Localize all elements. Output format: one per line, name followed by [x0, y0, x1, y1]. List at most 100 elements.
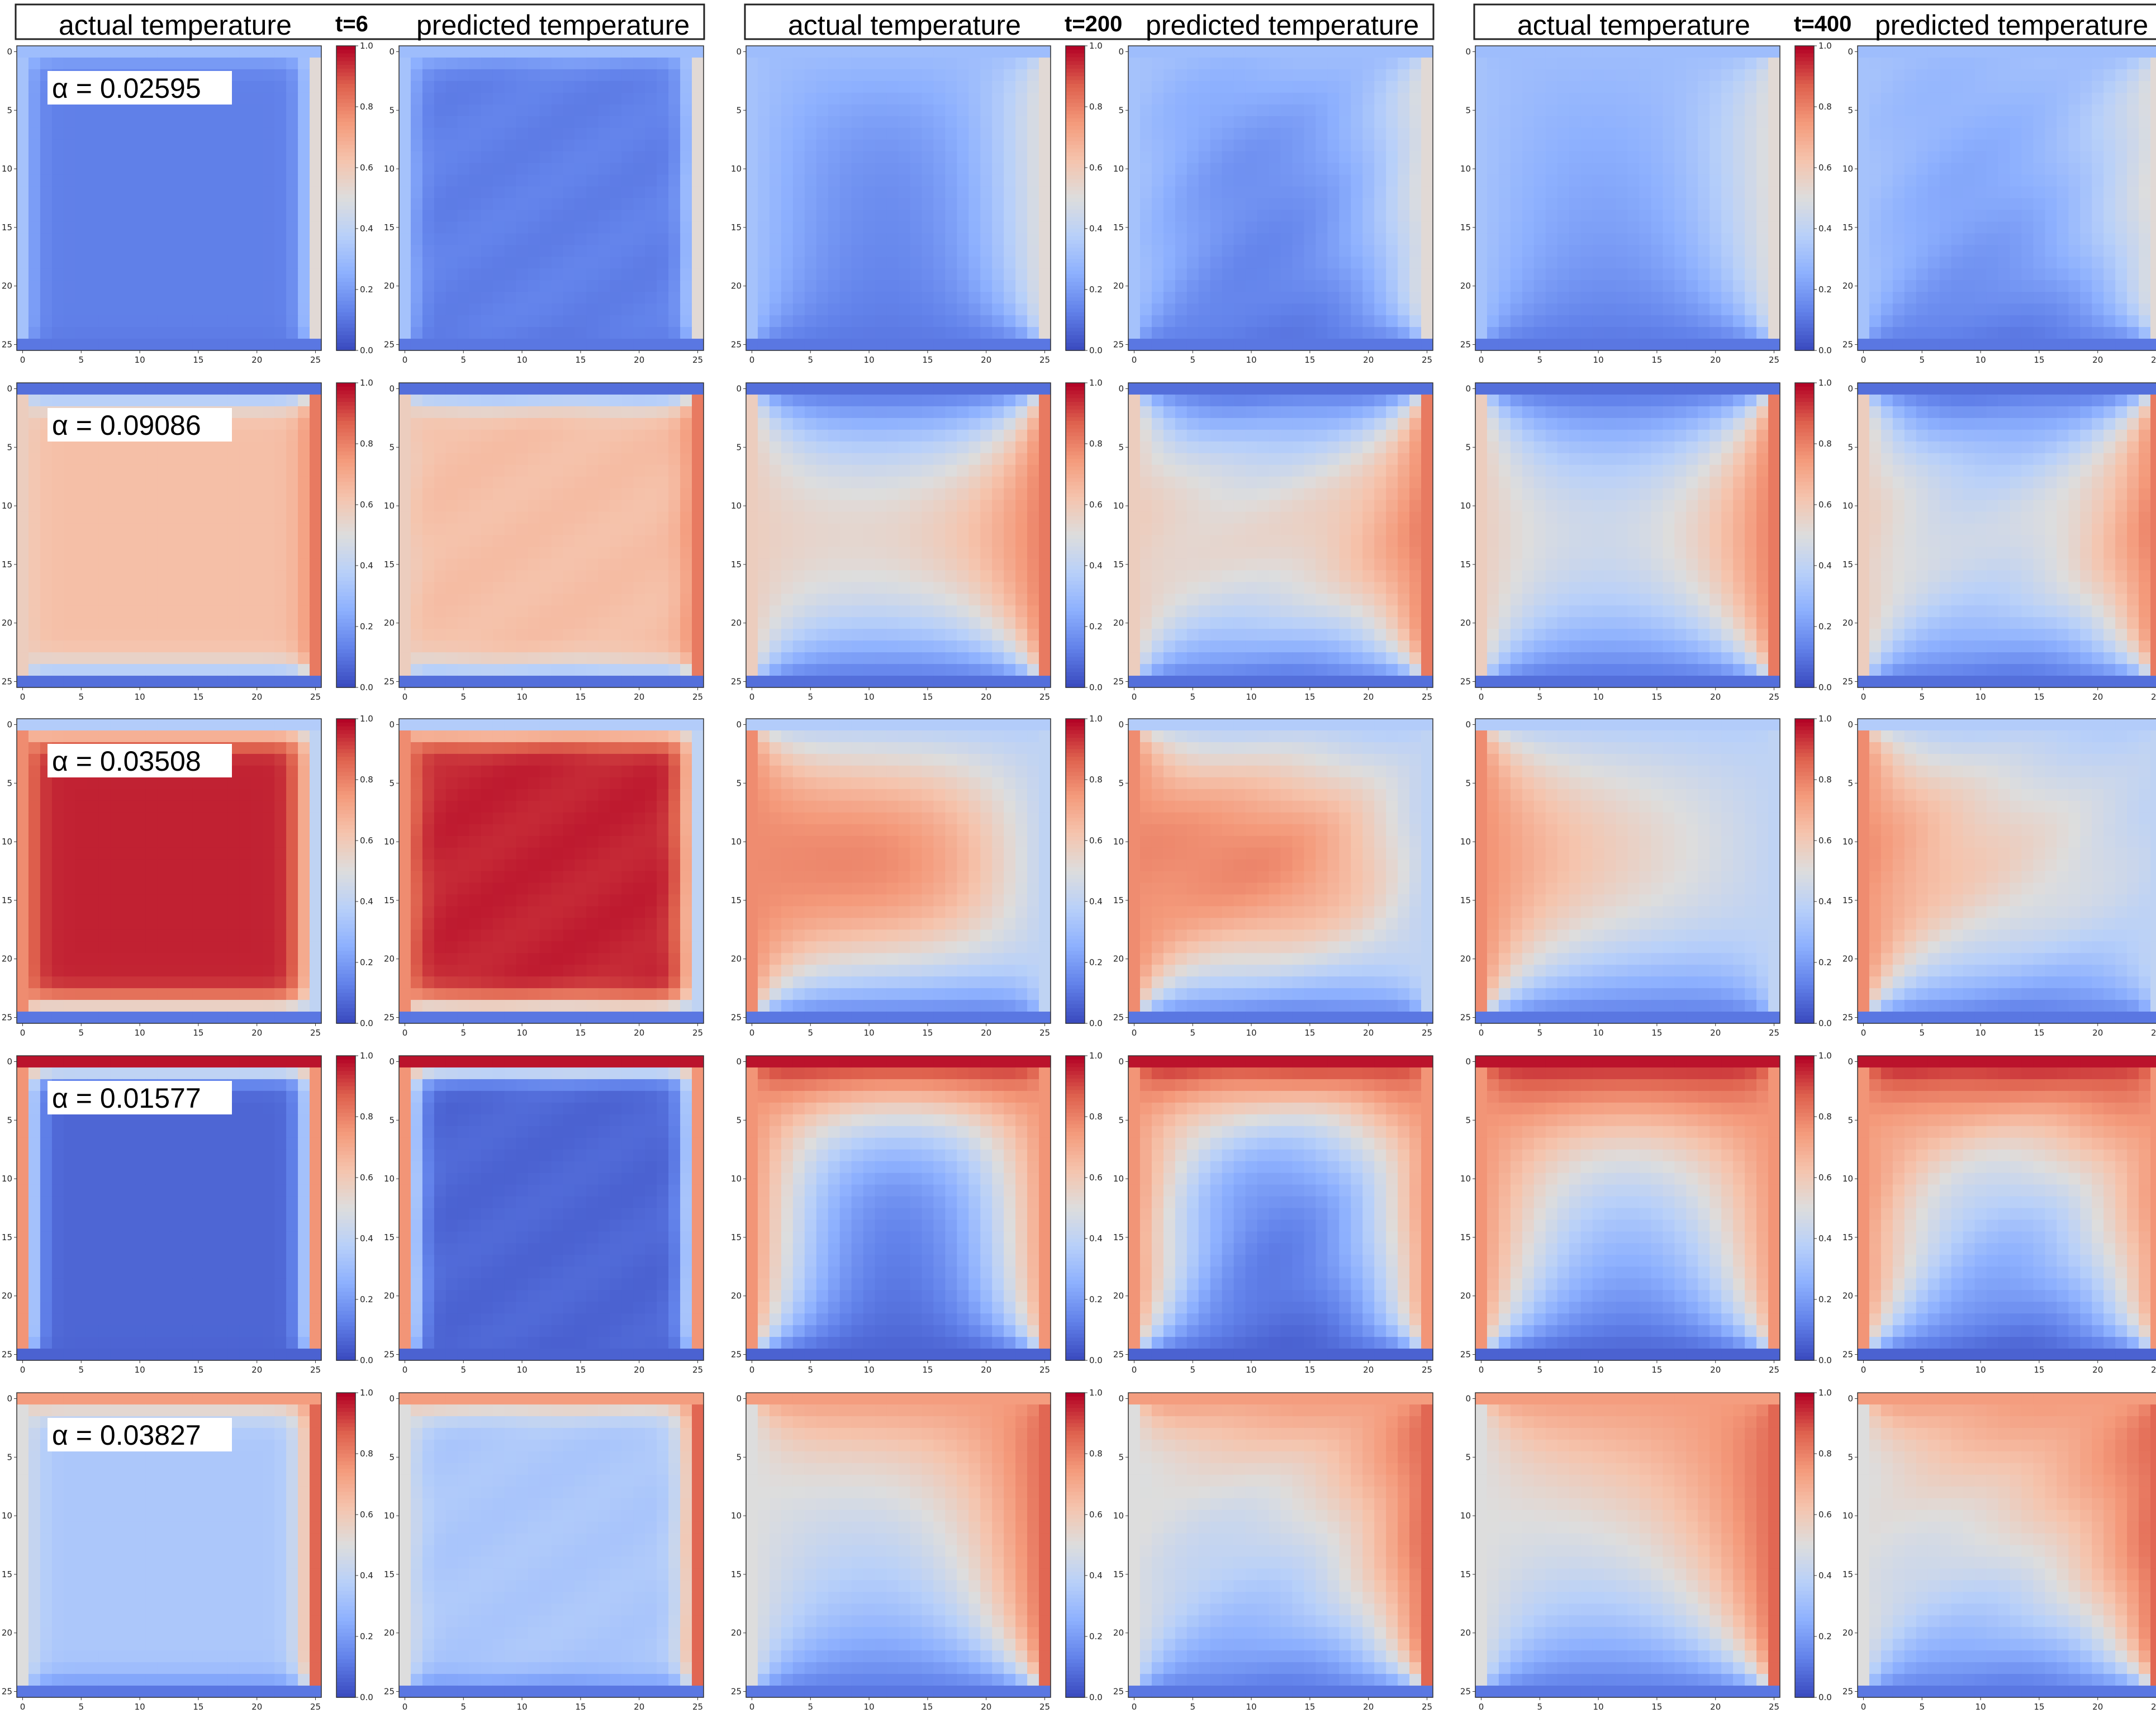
- colorbar-segment: [336, 110, 355, 115]
- heatmap-cell: [87, 163, 99, 175]
- heatmap-cell: [851, 92, 864, 105]
- heatmap-cell: [122, 488, 135, 501]
- heatmap-cell: [574, 127, 587, 140]
- heatmap-cell: [204, 558, 216, 571]
- heatmap-cell: [621, 268, 634, 281]
- colorbar-segment: [1795, 301, 1814, 306]
- heatmap-cell: [274, 511, 287, 524]
- heatmap-cell: [1616, 151, 1628, 164]
- heatmap-cell: [1674, 57, 1687, 70]
- heatmap-cell: [122, 127, 135, 140]
- heatmap-cell: [410, 339, 423, 351]
- heatmap-cell: [992, 210, 1004, 222]
- heatmap-cell: [251, 46, 263, 58]
- heatmap-cell: [1351, 257, 1363, 269]
- colorbar-segment: [1795, 324, 1814, 328]
- heatmap-cell: [1398, 198, 1410, 211]
- heatmap-cell: [110, 233, 123, 245]
- heatmap-cell: [169, 163, 182, 175]
- heatmap-cell: [1963, 221, 1975, 234]
- heatmap-cell: [28, 594, 41, 606]
- heatmap-cell: [481, 46, 493, 58]
- heatmap-cell: [181, 280, 193, 292]
- heatmap-cell: [410, 174, 423, 187]
- colorbar-segment: [1795, 278, 1814, 283]
- heatmap-cell: [1362, 268, 1375, 281]
- heatmap-cell: [668, 257, 681, 269]
- heatmap-cell: [434, 233, 447, 245]
- heatmap-cell: [586, 139, 599, 152]
- colorbar-tick-label: 0.0: [360, 345, 373, 355]
- heatmap-cell: [1733, 174, 1745, 187]
- x-tick-label: 15: [1304, 355, 1315, 365]
- heatmap-cell: [1998, 92, 2011, 105]
- heatmap-cell: [239, 221, 251, 234]
- heatmap-cell: [1686, 57, 1698, 70]
- heatmap-cell: [1475, 245, 1488, 257]
- heatmap-cell: [1939, 198, 1952, 211]
- heatmap-cell: [481, 280, 493, 292]
- heatmap-cell: [828, 315, 840, 328]
- heatmap-cell: [2139, 46, 2151, 58]
- heatmap-cell: [680, 92, 692, 105]
- heatmap-cell: [181, 594, 193, 606]
- heatmap-cell: [586, 245, 599, 257]
- heatmap-cell: [457, 292, 470, 304]
- heatmap-cell: [968, 233, 981, 245]
- heatmap-cell: [1015, 116, 1028, 129]
- heatmap-cell: [1386, 210, 1398, 222]
- heatmap-cell: [1339, 163, 1351, 175]
- heatmap-cell: [481, 210, 493, 222]
- heatmap-cell: [1756, 80, 1769, 93]
- heatmap-cell: [1210, 245, 1223, 257]
- heatmap-cell: [1674, 186, 1687, 199]
- heatmap-cell: [1027, 174, 1039, 187]
- heatmap-cell: [1257, 174, 1270, 187]
- x-tick-label: 10: [1246, 355, 1257, 365]
- heatmap-cell: [933, 315, 946, 328]
- heatmap-cell: [75, 535, 88, 548]
- heatmap-cell: [98, 46, 111, 58]
- heatmap-cell: [1339, 303, 1351, 316]
- heatmap-cell: [1545, 210, 1558, 222]
- heatmap-cell: [1004, 139, 1016, 152]
- heatmap-cell: [1756, 92, 1769, 105]
- heatmap-cell: [1745, 245, 1757, 257]
- heatmap-cell: [98, 151, 111, 164]
- heatmap-cell: [1939, 221, 1952, 234]
- heatmap-cell: [1421, 92, 1433, 105]
- heatmap-cell: [286, 292, 298, 304]
- heatmap-cell: [574, 257, 587, 269]
- heatmap-cell: [1386, 80, 1398, 93]
- colorbar-segment: [1066, 87, 1085, 92]
- heatmap-cell: [1027, 139, 1039, 152]
- heatmap-cell: [263, 46, 275, 58]
- heatmap-cell: [274, 523, 287, 536]
- heatmap-cell: [1128, 233, 1141, 245]
- heatmap-cell: [169, 594, 182, 606]
- heatmap-cell: [1604, 315, 1617, 328]
- heatmap-cell: [1257, 339, 1270, 351]
- heatmap-cell: [2068, 292, 2081, 304]
- heatmap-cell: [1186, 104, 1199, 117]
- heatmap-cell: [839, 210, 852, 222]
- heatmap-cell: [598, 245, 610, 257]
- heatmap-cell: [1210, 92, 1223, 105]
- heatmap-cell: [1257, 303, 1270, 316]
- heatmap-cell: [1663, 280, 1675, 292]
- heatmap-cell: [1686, 116, 1698, 129]
- heatmap-cell: [2092, 268, 2104, 281]
- colorbar-segment: [1066, 343, 1085, 347]
- heatmap-cell: [434, 151, 447, 164]
- heatmap-cell: [1386, 221, 1398, 234]
- heatmap-cell: [145, 441, 158, 454]
- heatmap-cell: [286, 558, 298, 571]
- heatmap-cell: [1398, 210, 1410, 222]
- heatmap-cell: [1709, 245, 1722, 257]
- heatmap-cell: [1362, 46, 1375, 58]
- heatmap-cell: [1604, 104, 1617, 117]
- heatmap-cell: [2150, 292, 2156, 304]
- heatmap-cell: [668, 315, 681, 328]
- heatmap-cell: [1880, 210, 1893, 222]
- colorbar-segment: [1066, 278, 1085, 283]
